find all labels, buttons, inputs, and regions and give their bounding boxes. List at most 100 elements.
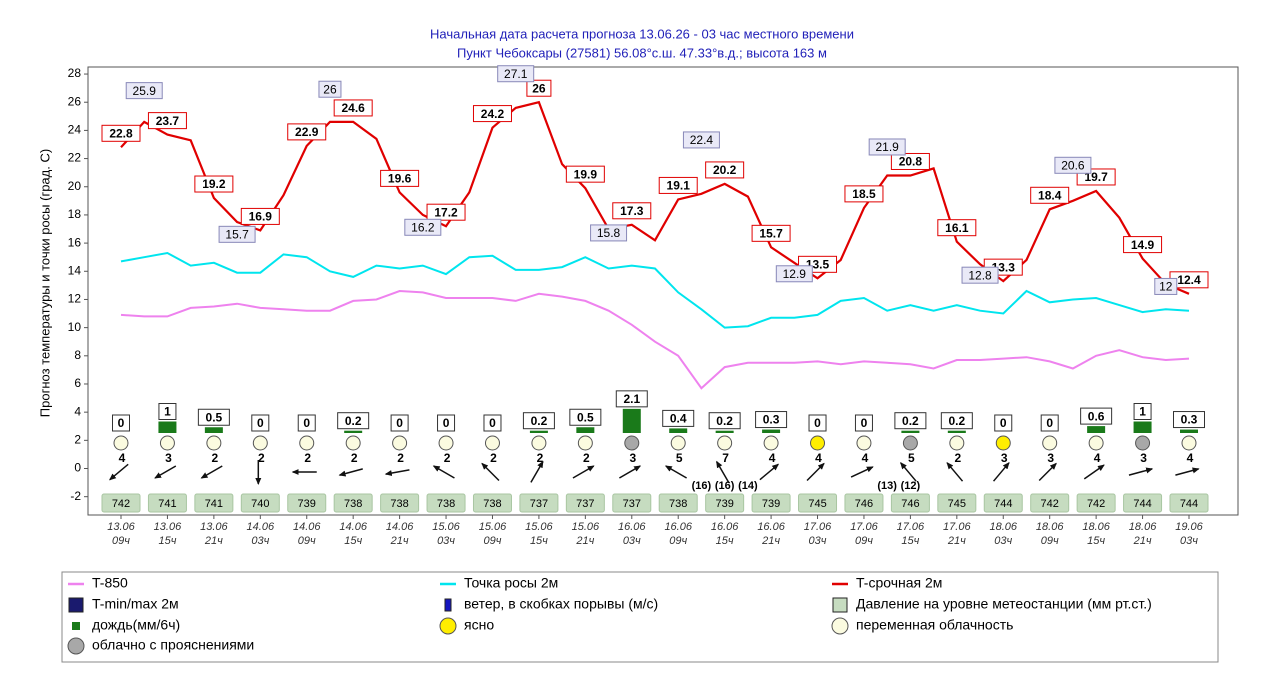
minmax-box [868,138,906,156]
pressure-label: 737 [623,498,641,510]
rain-label: 0 [814,416,821,430]
sky-circle [252,435,268,451]
x-tick-date: 16.06 [618,521,646,533]
sky-circle [1088,435,1104,451]
sky-circle [1181,435,1197,451]
wind-arrow [900,462,917,482]
rain-bar [204,427,223,433]
wind-speed: 2 [212,451,219,465]
wind-arrow [384,469,410,476]
pressure-box [983,493,1023,513]
pressure-label: 740 [251,498,269,510]
pressure-label: 745 [948,498,966,510]
wind-arrow [432,465,455,479]
value-label: 16.1 [945,221,969,235]
sky-circle [484,435,500,451]
y-tick-label: 24 [68,123,82,137]
rain-label-box [197,408,230,426]
legend-label: облачно с прояснениями [92,637,254,653]
x-tick-hour: 03ч [1180,535,1198,547]
pressure-label: 738 [483,498,501,510]
pressure-box [844,493,884,513]
rain-label: 0 [396,416,403,430]
legend-label: дождь(мм/6ч) [92,617,180,633]
rain-label: 0 [489,416,496,430]
wind-speed: 3 [1140,451,1147,465]
x-tick-date: 18.06 [989,521,1017,533]
pressure-box [1123,493,1163,513]
legend-swatch [831,617,849,635]
value-label-box [890,152,930,170]
pressure-label: 738 [344,498,362,510]
rain-bar [762,429,781,433]
wind-speed: 2 [537,451,544,465]
legend-label: T-min/max 2м [92,596,179,612]
rain-label-box [940,412,973,430]
x-tick-hour: 03ч [623,535,641,547]
minmax-label: 22.4 [690,133,714,147]
x-tick-date: 15.06 [525,521,553,533]
value-label: 26 [532,81,546,95]
rain-bar [1180,429,1198,433]
rain-label-box [437,414,456,432]
value-label-box [705,161,745,179]
rain-label: 0 [257,416,264,430]
sky-circle [995,435,1011,451]
value-label-box [333,99,373,117]
wind-speed: 2 [397,451,404,465]
rain-label-box [894,412,927,430]
x-tick-date: 17.06 [804,521,832,533]
wind-speed: 4 [769,451,776,465]
value-label: 15.7 [759,226,783,240]
sky-circle [717,435,733,451]
legend-swatch [67,637,85,655]
wind-arrow [664,465,687,479]
pressure-label: 744 [1133,498,1151,510]
x-tick-hour: 15ч [901,535,919,547]
x-tick-hour: 03ч [437,535,455,547]
rain-label-box [112,414,130,432]
pressure-box [147,493,187,513]
rain-label: 0.3 [763,413,780,427]
sky-circle [902,435,918,451]
sky-circle [577,435,593,451]
minmax-box [590,224,628,242]
wind-arrow [572,465,595,479]
wind-gust-value: 12 [904,480,916,492]
pressure-box [612,493,652,513]
value-label: 23.7 [156,114,180,128]
value-label-box [1030,186,1070,204]
pressure-label: 746 [901,498,919,510]
rain-label: 0 [303,416,310,430]
sky-circle [1135,435,1151,451]
rain-label: 0 [1000,416,1007,430]
pressure-label: 739 [715,498,733,510]
wind-speed: 2 [444,451,451,465]
legend-label: переменная облачность [856,617,1013,633]
rain-bar [576,427,595,433]
legend-label: ясно [464,617,494,633]
minmax-label: 27.1 [504,67,528,81]
rain-label-box [708,412,741,430]
rain-bar [344,430,363,433]
wind-speed: 2 [490,451,497,465]
minmax-box [775,265,813,283]
x-tick-date: 14.06 [386,521,414,533]
x-tick-hour: 15ч [716,535,734,547]
rain-label-box [808,414,827,432]
pressure-box [1076,493,1116,513]
rain-label: 0 [118,416,125,430]
sky-circle [810,435,826,451]
value-label: 19.6 [388,172,412,186]
value-label-box [472,105,512,123]
wind-speed: 2 [304,451,311,465]
chart-title: Начальная дата расчета прогноза 13.06.26… [430,26,854,41]
x-tick-hour: 03ч [809,535,827,547]
rain-label: 0.5 [577,410,594,424]
pressure-label: 745 [808,498,826,510]
pressure-box [519,493,559,513]
wind-arrow [946,462,964,482]
y-tick-label: 2 [74,433,81,447]
value-label: 12.4 [1177,273,1201,287]
value-label-box [380,169,420,187]
